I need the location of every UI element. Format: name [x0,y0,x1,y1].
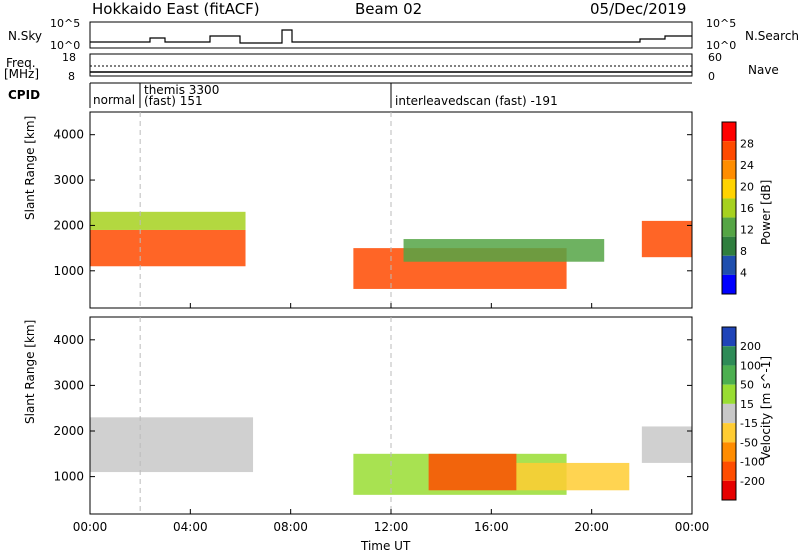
colorbar-tick-label: 100 [740,359,761,372]
colorbar-tick-label: 50 [740,379,754,392]
colorbar-tick-label: -50 [740,436,758,449]
colorbar-cell [722,480,736,500]
velocity-range-ticks: 1000 2000 3000 4000 [53,333,692,484]
ytick-label: 1000 [53,264,84,278]
colorbar-tick-label: 16 [740,202,754,215]
velocity-colorbar-label: Velocity [m s^-1] [759,355,773,460]
nsearch-label: N.Search [745,29,800,43]
nsky-tick-high: 10^5 [50,17,81,30]
nave-tick-high: 60 [708,51,722,64]
nsky-trace [90,29,692,44]
beam-label: Beam 02 [355,0,423,18]
colorbar-tick-label: 8 [740,245,747,258]
cpid-segment-normal: normal [93,93,136,107]
cpid-segment-interleaved: interleavedscan (fast) -191 [395,94,558,108]
colorbar-cell [722,198,736,218]
freq-label-line1: Freq. [6,56,36,70]
nsearch-tick-low: 10^0 [706,39,737,52]
colorbar-frame [721,326,737,501]
colorbar-cell [722,403,736,424]
freq-panel-frame [89,53,693,77]
heatmap-region-3 [403,239,605,262]
colorbar-cell [722,122,736,142]
colorbar-tick-label: 28 [740,138,754,151]
colorbar-cell [722,442,736,462]
colorbar-tick-label: 12 [740,224,754,237]
colorbar-frame [721,121,737,295]
heatmap-region-0 [90,417,254,473]
xtick-label: 00:00 [73,520,108,534]
freq-label-line2: [MHz] [4,67,40,81]
xtick-label: 12:00 [374,520,409,534]
time-axis-title: Time UT [361,539,411,553]
power-heatmap [89,111,693,309]
colorbar-cell [722,255,736,275]
nsky-label: N.Sky [8,29,43,43]
heatmap-region-2 [428,453,517,491]
cpid-segment-themis-sub: (fast) 151 [144,94,203,108]
heatmap-region-4 [641,426,692,463]
colorbar-tick-label: -15 [740,417,758,430]
heatmap-region-1 [90,211,246,230]
ytick-label: 4000 [53,333,84,347]
cpid-label: CPID [8,88,41,102]
colorbar-cell [722,274,736,294]
power-colorbar: 4 8 12 16 20 24 28 [721,121,754,295]
colorbar-tick-label: -100 [740,456,765,469]
ytick-label: 3000 [53,173,84,187]
velocity-ylabel: Slant Range [km] [23,319,37,424]
heatmap-region-0 [90,229,246,267]
colorbar-tick-label: 4 [740,267,747,280]
date-label: 05/Dec/2019 [590,0,687,18]
heatmap-region-4 [641,220,692,258]
velocity-colorbar: 200 100 50 15 -15 -50 -100 -200 [721,326,765,501]
xtick-label: 20:00 [574,520,609,534]
ytick-label: 4000 [53,128,84,142]
xtick-label: 00:00 [675,520,710,534]
nsky-panel-frame [89,21,693,49]
colorbar-cell [722,327,736,347]
time-axis-ticks: 00:00 04:00 08:00 12:00 16:00 20:00 00:00 [73,303,710,534]
ytick-label: 2000 [53,218,84,232]
ytick-label: 3000 [53,378,84,392]
power-colorbar-label: Power [dB] [759,179,773,245]
colorbar-cell [722,423,736,443]
colorbar-cell [722,179,736,199]
nsearch-tick-high: 10^5 [706,17,737,30]
xtick-label: 04:00 [173,520,208,534]
colorbar-cell [722,346,736,366]
power-ylabel: Slant Range [km] [23,115,37,220]
nave-tick-low: 0 [708,70,715,83]
freq-tick-high: 18 [62,51,76,64]
freq-tick-low: 8 [68,70,75,83]
colorbar-cell [722,141,736,161]
cpid-segment-themis: themis 3300 [144,83,220,97]
colorbar-cell [722,236,736,256]
ytick-label: 2000 [53,424,84,438]
radar-title: Hokkaido East (fitACF) [92,0,260,18]
heatmap-region-3 [516,462,630,491]
velocity-heatmap [89,316,693,515]
power-range-ticks: 1000 2000 3000 4000 [53,128,692,278]
ytick-label: 1000 [53,470,84,484]
colorbar-tick-label: 24 [740,159,754,172]
xtick-label: 16:00 [474,520,509,534]
colorbar-tick-label: 200 [740,340,761,353]
colorbar-cell [722,160,736,180]
nave-label: Nave [748,63,779,77]
colorbar-cell [722,365,736,385]
colorbar-cell [722,461,736,481]
colorbar-tick-label: 20 [740,181,754,194]
xtick-label: 08:00 [273,520,308,534]
colorbar-tick-label: 15 [740,398,754,411]
colorbar-cell [722,384,736,404]
colorbar-cell [722,217,736,237]
colorbar-tick-label: -200 [740,475,765,488]
nsky-tick-low: 10^0 [50,39,81,52]
